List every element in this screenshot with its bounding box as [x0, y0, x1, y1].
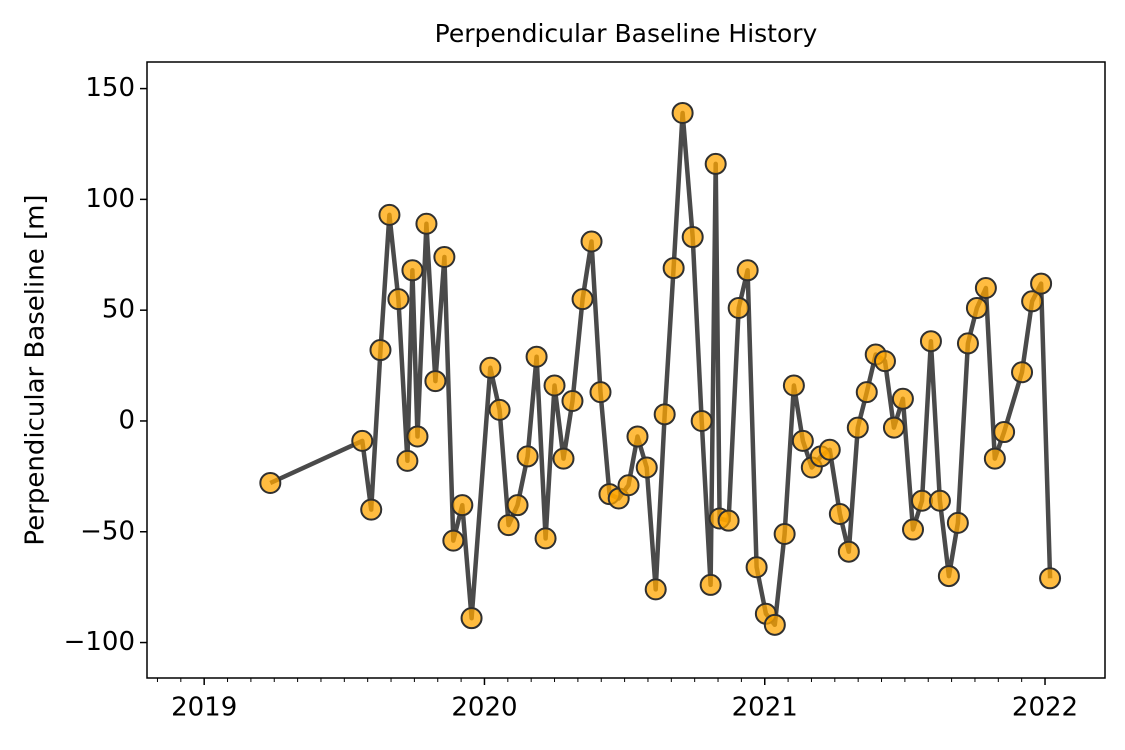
- x-tick-label: 2020: [451, 693, 517, 723]
- data-point: [671, 101, 694, 124]
- data-point: [937, 565, 960, 588]
- data-point: [946, 511, 969, 534]
- data-point: [525, 345, 548, 368]
- data-point: [580, 230, 603, 253]
- data-point: [369, 339, 392, 362]
- data-point: [782, 374, 805, 397]
- data-point: [626, 425, 649, 448]
- y-axis-label: Perpendicular Baseline [m]: [21, 194, 51, 545]
- data-point: [552, 447, 575, 470]
- x-tick-label: 2019: [171, 693, 237, 723]
- data-point: [974, 277, 997, 300]
- data-point: [704, 152, 727, 175]
- data-point: [497, 514, 520, 537]
- y-tick-label: 0: [118, 405, 135, 435]
- data-point: [378, 203, 401, 226]
- data-point: [837, 540, 860, 563]
- data-point: [717, 509, 740, 532]
- data-point: [993, 421, 1016, 444]
- data-point: [773, 522, 796, 545]
- data-point: [681, 226, 704, 249]
- data-point: [690, 409, 713, 432]
- data-point: [846, 416, 869, 439]
- x-tick-label: 2022: [1012, 693, 1078, 723]
- data-point: [791, 429, 814, 452]
- data-point: [571, 288, 594, 311]
- y-tick-label: −50: [80, 516, 135, 546]
- data-point: [534, 527, 557, 550]
- data-point: [965, 296, 988, 319]
- data-point: [506, 494, 529, 517]
- data-point: [1039, 567, 1062, 590]
- y-tick-label: 100: [85, 184, 135, 214]
- data-point: [415, 212, 438, 235]
- data-point: [699, 573, 722, 596]
- data-point: [745, 556, 768, 579]
- data-point: [653, 403, 676, 426]
- data-point: [451, 494, 474, 517]
- data-point: [1011, 361, 1034, 384]
- data-point: [488, 398, 511, 421]
- data-point: [460, 607, 483, 630]
- data-point: [919, 330, 942, 353]
- data-point: [259, 472, 282, 495]
- data-point: [516, 445, 539, 468]
- data-point: [818, 438, 841, 461]
- plot-frame: [146, 61, 1106, 679]
- x-tick-label: 2021: [732, 693, 798, 723]
- data-point: [442, 529, 465, 552]
- chart-title: Perpendicular Baseline History: [435, 19, 818, 48]
- data-point: [855, 381, 878, 404]
- data-point: [902, 518, 925, 541]
- data-line: [269, 110, 1053, 628]
- data-point: [387, 288, 410, 311]
- data-point: [1021, 290, 1044, 313]
- data-point: [433, 245, 456, 268]
- data-point: [983, 447, 1006, 470]
- y-tick-label: 50: [102, 295, 135, 325]
- data-point: [727, 296, 750, 319]
- data-point: [736, 259, 759, 282]
- data-point: [351, 429, 374, 452]
- data-point: [828, 503, 851, 526]
- data-point: [891, 387, 914, 410]
- data-point: [617, 474, 640, 497]
- data-point: [763, 613, 786, 636]
- data-point: [1030, 272, 1053, 295]
- data-point: [928, 489, 951, 512]
- data-point: [543, 374, 566, 397]
- data-point: [561, 390, 584, 413]
- data-point: [662, 257, 685, 280]
- data-point: [644, 578, 667, 601]
- data-point: [956, 332, 979, 355]
- data-point: [635, 456, 658, 479]
- data-point: [873, 350, 896, 373]
- data-point: [360, 498, 383, 521]
- data-point: [401, 259, 424, 282]
- data-point: [882, 416, 905, 439]
- data-point: [589, 381, 612, 404]
- y-tick-label: 150: [85, 73, 135, 103]
- data-point: [406, 425, 429, 448]
- data-point: [479, 356, 502, 379]
- y-tick-label: −100: [64, 627, 135, 657]
- data-point: [396, 449, 419, 472]
- data-point: [424, 370, 447, 393]
